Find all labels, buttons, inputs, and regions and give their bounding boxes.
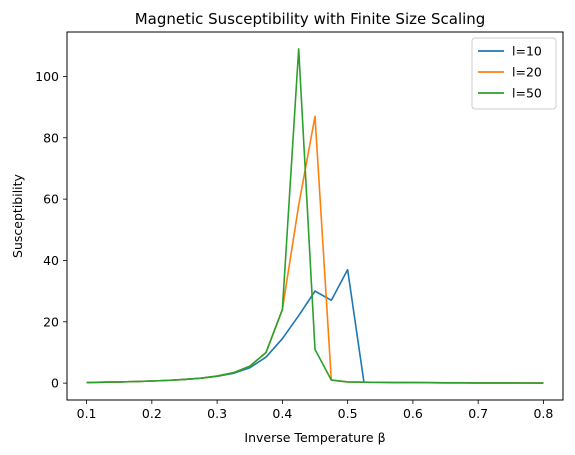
x-tick-label: 0.2 xyxy=(142,406,162,421)
y-tick-label: 40 xyxy=(43,253,59,268)
x-tick-label: 0.1 xyxy=(77,406,97,421)
x-tick-label: 0.6 xyxy=(403,406,423,421)
x-tick-label: 0.5 xyxy=(338,406,358,421)
series-line-l-10 xyxy=(86,268,544,384)
x-axis: 0.1 0.2 0.3 0.4 0.5 0.6 0.7 0.8 xyxy=(77,400,553,421)
chart-title: Magnetic Susceptibility with Finite Size… xyxy=(135,10,486,28)
x-tick-label: 0.3 xyxy=(207,406,227,421)
y-tick-label: 20 xyxy=(43,314,59,329)
x-tick-label: 0.8 xyxy=(533,406,553,421)
legend-label: l=10 xyxy=(512,44,542,59)
y-axis-label: Susceptibility xyxy=(10,173,25,257)
legend-label: l=50 xyxy=(512,86,542,101)
legend: l=10 l=20 l=50 xyxy=(471,37,557,110)
y-tick-label: 100 xyxy=(35,69,59,84)
series-line-l-50 xyxy=(86,48,544,384)
legend-box xyxy=(471,37,557,110)
x-axis-label: Inverse Temperature β xyxy=(244,430,385,445)
legend-label: l=20 xyxy=(512,65,542,80)
y-tick-label: 60 xyxy=(43,192,59,207)
x-tick-label: 0.7 xyxy=(468,406,488,421)
y-axis: 0 20 40 60 80 100 xyxy=(35,69,67,391)
y-tick-label: 80 xyxy=(43,130,59,145)
plot-frame xyxy=(66,31,564,401)
plot-area xyxy=(86,48,544,384)
x-tick-label: 0.4 xyxy=(272,406,292,421)
y-tick-label: 0 xyxy=(51,376,59,391)
